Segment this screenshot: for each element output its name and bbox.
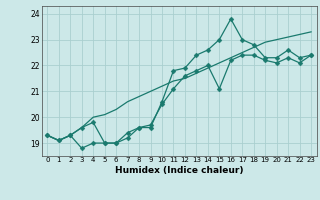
X-axis label: Humidex (Indice chaleur): Humidex (Indice chaleur) bbox=[115, 166, 244, 175]
